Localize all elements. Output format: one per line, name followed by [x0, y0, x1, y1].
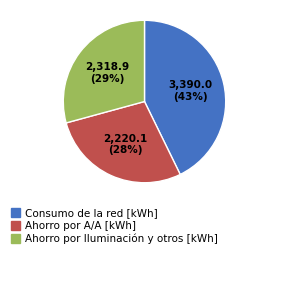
- Text: 3,390.0
(43%): 3,390.0 (43%): [168, 80, 212, 102]
- Text: 2,220.1
(28%): 2,220.1 (28%): [103, 134, 147, 155]
- Wedge shape: [144, 20, 226, 175]
- Legend: Consumo de la red [kWh], Ahorro por A/A [kWh], Ahorro por Iluminación y otros [k: Consumo de la red [kWh], Ahorro por A/A …: [11, 208, 217, 244]
- Wedge shape: [66, 102, 180, 183]
- Text: 2,318.9
(29%): 2,318.9 (29%): [85, 62, 129, 84]
- Wedge shape: [63, 20, 144, 123]
